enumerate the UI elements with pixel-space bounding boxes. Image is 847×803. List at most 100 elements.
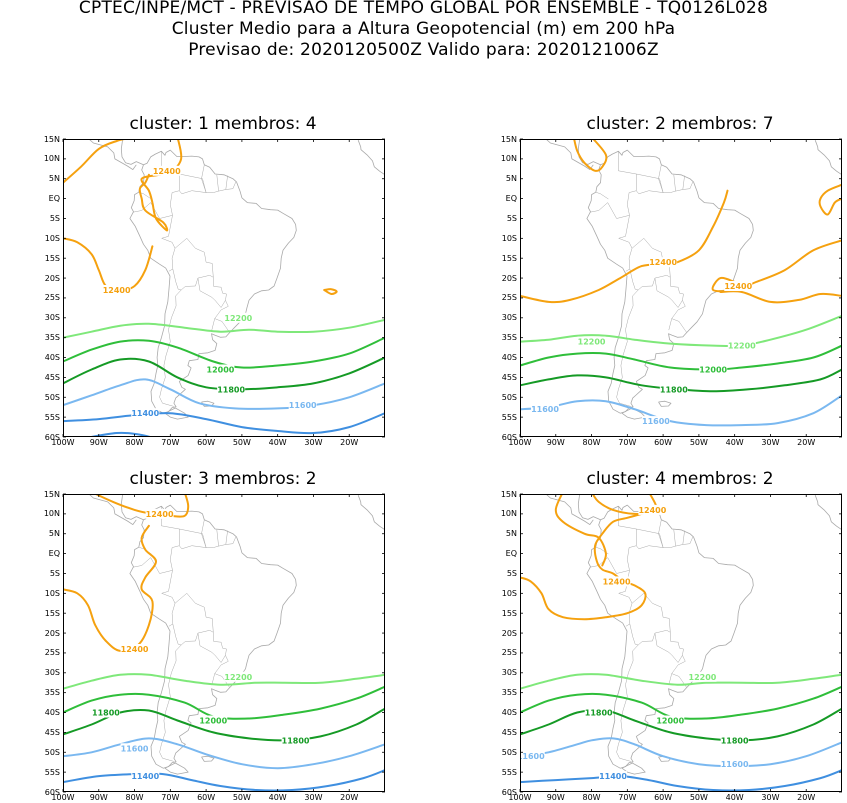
lat-tick-label: 5N bbox=[505, 174, 517, 184]
contour-12000 bbox=[520, 685, 842, 720]
lat-tick-label: 5S bbox=[506, 568, 517, 578]
contour-11800 bbox=[520, 707, 842, 742]
country-border bbox=[201, 519, 219, 548]
contour-label-bg bbox=[152, 165, 181, 176]
central-america-pacific-coast bbox=[88, 494, 137, 525]
contour-label: 11400 bbox=[131, 772, 159, 781]
lat-tick-label: 10N bbox=[500, 509, 517, 519]
map-panel-1: 12400 12400 12200 12000 11800 11600 11400 15N 10… bbox=[44, 135, 385, 447]
contour-label-bg bbox=[699, 364, 728, 375]
contour-label-bg bbox=[641, 416, 670, 427]
country-border bbox=[133, 557, 173, 574]
contour-label: 12000 bbox=[699, 365, 727, 374]
contour-label: 11800 bbox=[217, 385, 245, 394]
country-border bbox=[668, 318, 672, 331]
contour-label: 12400 bbox=[603, 577, 631, 586]
africa-coast bbox=[814, 140, 842, 176]
contour-label-bg bbox=[602, 576, 631, 587]
central-america-pacific-coast bbox=[545, 139, 594, 170]
contour-label: 11600 bbox=[531, 405, 559, 414]
country-border bbox=[590, 202, 630, 219]
contour-12400 bbox=[138, 139, 183, 232]
island-outline bbox=[658, 400, 672, 407]
lat-tick-label: 5N bbox=[48, 174, 60, 184]
lat-tick-label: 40S bbox=[501, 708, 517, 718]
africa-coast bbox=[814, 495, 842, 531]
contour-label-bg bbox=[599, 771, 628, 782]
lat-tick-label: 10S bbox=[44, 588, 60, 598]
central-america-coast bbox=[120, 139, 144, 166]
contour-label-bg bbox=[206, 364, 235, 375]
contour-label-bg bbox=[120, 743, 149, 754]
island-outline bbox=[201, 400, 215, 407]
country-border bbox=[197, 277, 227, 308]
map-content: 12400 12400 12200 12200 12000 11800 11600 11600 bbox=[520, 139, 842, 427]
contour-label: 12200 bbox=[578, 338, 606, 347]
lon-tick-label: 40W bbox=[725, 438, 744, 447]
lon-tick-label: 50W bbox=[232, 438, 251, 447]
lon-tick-label: 100W bbox=[51, 793, 75, 802]
lon-tick-label: 40W bbox=[268, 793, 287, 802]
contour-label: 11600 bbox=[121, 744, 149, 753]
contour-label-bg bbox=[145, 508, 174, 519]
contour-label: 12400 bbox=[638, 506, 666, 515]
island-outline bbox=[621, 407, 646, 420]
contour-11600 bbox=[63, 378, 385, 410]
lon-tick-label: 50W bbox=[689, 438, 708, 447]
lat-tick-label: 10S bbox=[44, 233, 60, 243]
contour-12400 bbox=[520, 189, 729, 304]
lat-tick-label: 50S bbox=[44, 747, 60, 757]
country-border bbox=[161, 151, 180, 216]
lon-tick-label: 70W bbox=[618, 793, 637, 802]
map-panel-3: 12400 12400 12200 11800 12000 11800 11600 11400… bbox=[44, 490, 385, 802]
country-border bbox=[179, 173, 207, 195]
country-border bbox=[160, 215, 176, 272]
africa-coast bbox=[357, 140, 385, 176]
lat-tick-label: 15S bbox=[501, 253, 517, 263]
map-content: 12400 12400 12200 11800 12000 11800 11600 11600… bbox=[517, 494, 842, 792]
map-svg: 12400 12400 12200 11800 12000 11800 11600 11400 bbox=[62, 493, 385, 793]
country-border bbox=[631, 592, 671, 646]
contour-label: 12400 bbox=[103, 286, 131, 295]
contour-label: 12000 bbox=[656, 716, 684, 725]
lon-tick-label: 100W bbox=[508, 438, 532, 447]
lon-tick-label: 70W bbox=[161, 438, 180, 447]
lat-tick-label: 15N bbox=[500, 489, 517, 499]
lat-tick-label: 60S bbox=[44, 432, 60, 442]
country-border bbox=[617, 215, 633, 272]
contour-label-bg bbox=[577, 336, 606, 347]
country-border bbox=[618, 151, 637, 216]
lat-tick-label: 30S bbox=[44, 313, 60, 323]
lat-tick-label: 25S bbox=[44, 293, 60, 303]
lon-tick-label: 70W bbox=[161, 793, 180, 802]
lat-tick-label: EQ bbox=[505, 194, 517, 204]
country-border bbox=[658, 519, 676, 548]
country-border bbox=[631, 237, 671, 291]
contour-label: 11400 bbox=[131, 409, 159, 418]
lat-tick-label: 10S bbox=[501, 588, 517, 598]
lon-tick-label: 20W bbox=[797, 793, 816, 802]
contour-11600 bbox=[520, 737, 842, 768]
contour-12400 bbox=[63, 237, 154, 292]
contour-12400 bbox=[719, 290, 842, 304]
lon-tick-label: 90W bbox=[546, 438, 565, 447]
contour-11400 bbox=[520, 769, 842, 792]
lat-tick-label: 35S bbox=[501, 333, 517, 343]
lat-tick-label: 35S bbox=[501, 688, 517, 698]
contour-label-bg bbox=[520, 751, 545, 762]
contour-label-bg bbox=[91, 707, 120, 718]
island-outline bbox=[164, 762, 189, 775]
country-border bbox=[211, 318, 215, 331]
lon-tick-label: 50W bbox=[689, 793, 708, 802]
central-america-coast bbox=[120, 494, 144, 521]
lat-tick-label: 20S bbox=[44, 628, 60, 638]
contour-12000 bbox=[63, 336, 385, 369]
country-border bbox=[214, 655, 230, 688]
contour-label: 11600 bbox=[517, 752, 545, 761]
contour-label-bg bbox=[584, 707, 613, 718]
contour-12400 bbox=[520, 512, 647, 621]
lat-tick-label: 15N bbox=[43, 489, 60, 499]
country-border bbox=[197, 632, 227, 663]
country-border bbox=[658, 164, 676, 193]
central-america-pacific-coast bbox=[545, 494, 594, 525]
